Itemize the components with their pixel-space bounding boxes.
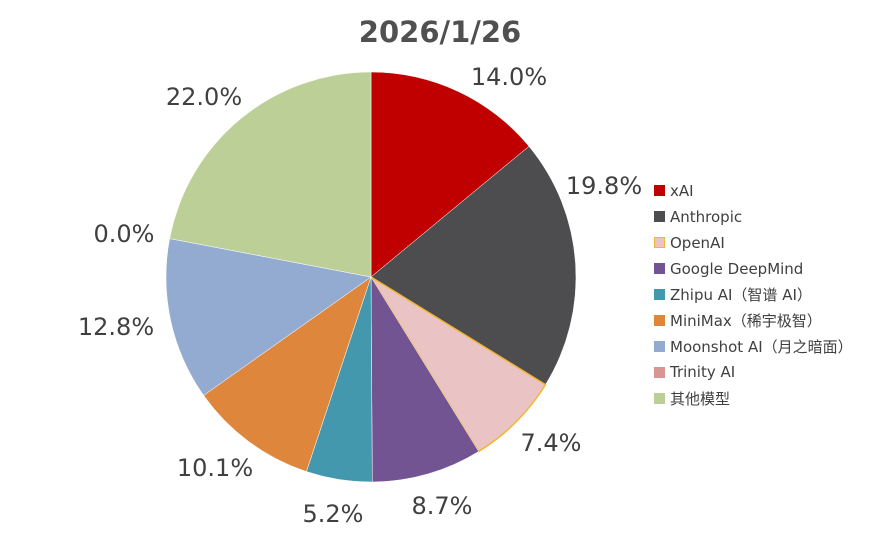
- legend-item: OpenAI: [654, 230, 853, 256]
- legend-swatch: [654, 211, 665, 223]
- pie-slice-1: [370, 71, 530, 278]
- legend-label: Moonshot AI（月之暗面）: [670, 337, 853, 356]
- legend-item: MiniMax（稀宇极智）: [654, 307, 853, 333]
- legend-swatch: [654, 185, 665, 197]
- data-label-4: 8.7%: [412, 492, 473, 520]
- legend-label: Trinity AI: [670, 363, 736, 382]
- legend-item: Moonshot AI（月之暗面）: [654, 333, 853, 359]
- data-label-3: 7.4%: [521, 429, 582, 457]
- chart-title: 2026/1/26: [359, 15, 521, 49]
- legend-label: MiniMax（稀宇极智）: [670, 311, 822, 330]
- pie-slice-6: [203, 276, 372, 472]
- legend-swatch: [654, 366, 665, 378]
- pie-slice-7: [165, 238, 372, 396]
- legend-item: xAI: [654, 178, 853, 204]
- legend-label: Zhipu AI（智谱 AI）: [670, 286, 812, 304]
- legend-label: OpenAI: [670, 233, 725, 252]
- legend-item: 其他模型: [654, 385, 853, 411]
- data-label-9: 22.0%: [166, 83, 242, 111]
- chart-legend: xAI Anthropic OpenAI Google DeepMind Zhipu A…: [654, 178, 853, 411]
- legend-swatch: [654, 263, 665, 275]
- data-label-8: 0.0%: [94, 220, 155, 248]
- legend-item: Google DeepMind: [654, 256, 853, 282]
- legend-item: Anthropic: [654, 204, 853, 230]
- data-label-5: 5.2%: [303, 500, 364, 528]
- legend-swatch: [654, 340, 665, 352]
- legend-swatch: [654, 237, 665, 249]
- pie-slices: [165, 71, 577, 483]
- legend-label: xAI: [670, 181, 694, 200]
- data-label-2: 19.8%: [566, 172, 642, 200]
- legend-swatch: [654, 289, 665, 300]
- data-label-1: 14.0%: [471, 63, 547, 91]
- legend-item: Zhipu AI（智谱 AI）: [654, 282, 853, 308]
- legend-swatch: [654, 314, 665, 326]
- legend-label: Anthropic: [670, 207, 743, 226]
- legend-label: Google DeepMind: [670, 259, 804, 278]
- data-label-7: 12.8%: [78, 313, 154, 341]
- data-label-6: 10.1%: [177, 454, 253, 482]
- pie-slice-2: [370, 145, 577, 386]
- pie-slice-9: [169, 71, 372, 278]
- pie-data-labels: 14.0% 19.8% 7.4% 8.7% 5.2% 10.1% 12.8% 0.0% 22.0…: [78, 63, 642, 528]
- legend-item: Trinity AI: [654, 359, 853, 385]
- legend-label: 其他模型: [670, 389, 731, 408]
- pie-slice-4: [370, 276, 480, 483]
- legend-swatch: [654, 392, 665, 404]
